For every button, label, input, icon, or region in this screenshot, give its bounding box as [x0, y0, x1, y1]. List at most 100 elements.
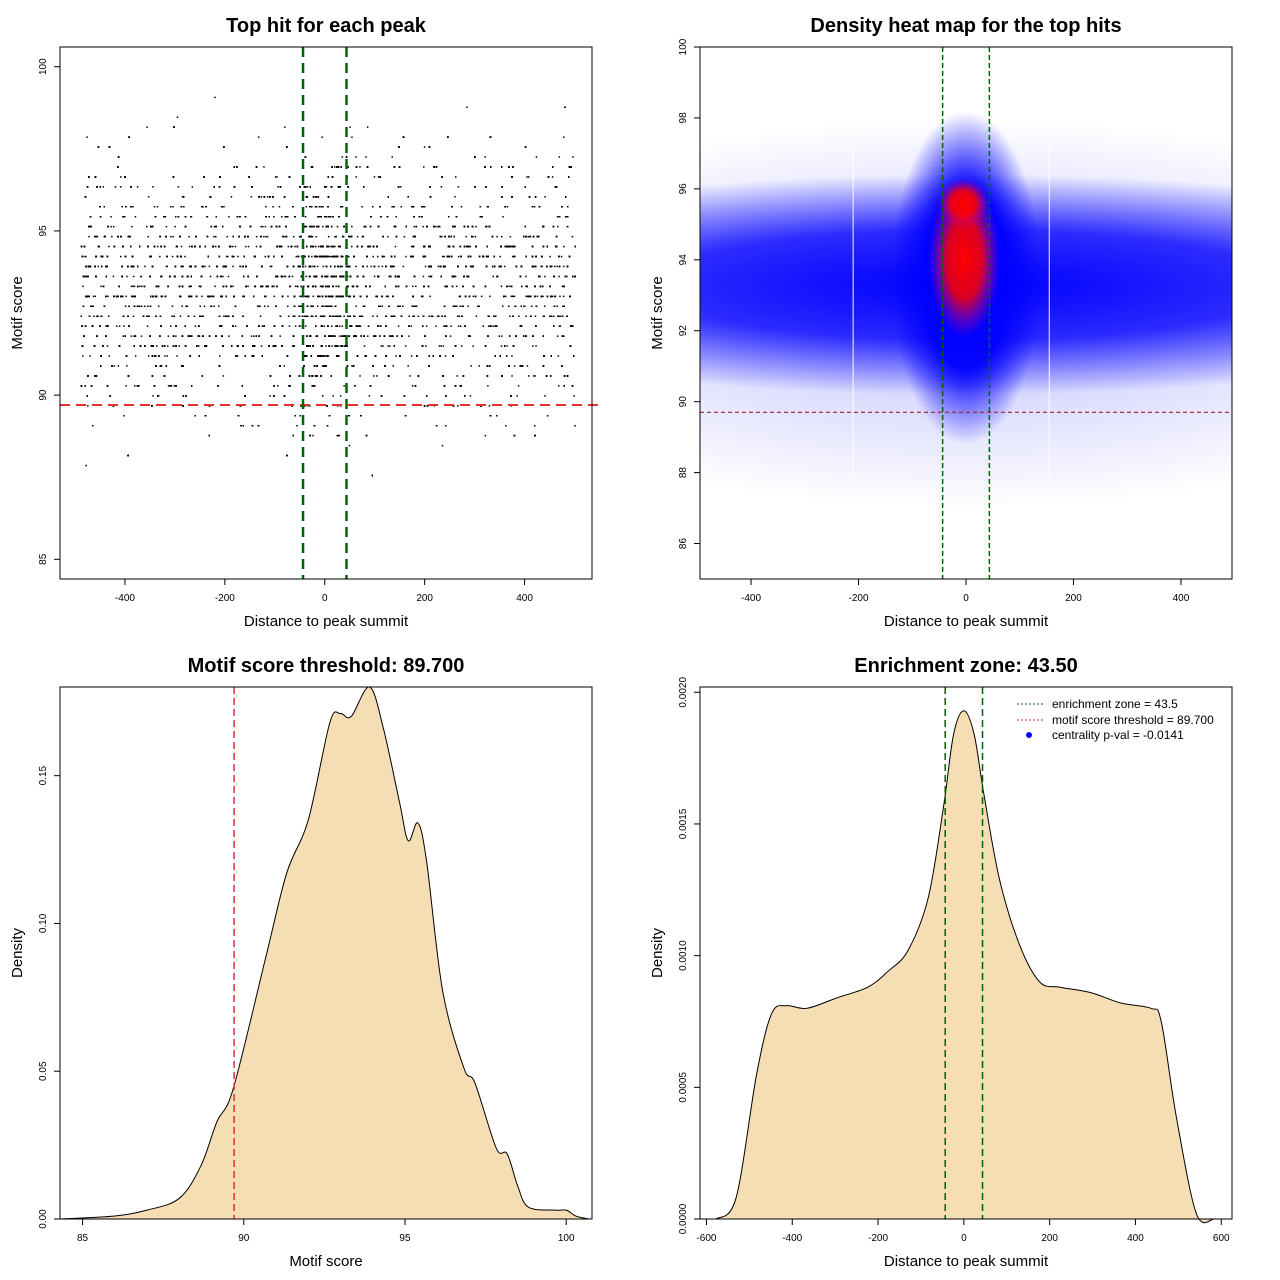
scatter-point — [317, 255, 319, 258]
scatter-point — [110, 216, 112, 218]
scatter-point — [230, 245, 232, 248]
scatter-point — [226, 255, 228, 258]
scatter-point — [525, 275, 527, 278]
scatter-point — [287, 385, 290, 387]
scatter-point — [351, 365, 353, 367]
scatter-point — [94, 295, 97, 298]
scatter-point — [269, 265, 272, 268]
scatter-point — [132, 295, 134, 298]
scatter-point — [139, 285, 141, 288]
scatter-point — [315, 235, 317, 238]
scatter-point — [171, 305, 174, 307]
scatter-point — [544, 196, 546, 198]
scatter-point — [429, 295, 431, 298]
scatter-point — [542, 295, 544, 298]
scatter-point — [335, 285, 337, 288]
scatter-point — [551, 265, 553, 268]
scatter-point — [158, 395, 160, 397]
scatter-point — [152, 186, 154, 188]
scatter-point — [311, 235, 314, 238]
scatter-point — [201, 265, 203, 268]
scatter-point — [324, 275, 326, 278]
scatter-point — [410, 355, 413, 357]
scatter-point — [214, 96, 216, 99]
scatter-point — [408, 335, 410, 337]
scatter-point — [172, 235, 174, 238]
scatter-point — [525, 315, 527, 317]
scatter-point — [489, 295, 491, 298]
scatter-point — [499, 255, 501, 258]
scatter-point — [111, 235, 113, 238]
scatter-point — [138, 305, 140, 307]
scatter-point — [147, 196, 150, 198]
scatter-point — [157, 305, 160, 307]
scatter-point — [332, 255, 334, 258]
scatter-point — [315, 335, 317, 337]
scatter-point — [454, 196, 456, 198]
scatter-point — [423, 146, 426, 148]
scatter-point — [165, 225, 168, 228]
scatter-point — [365, 156, 367, 158]
scatter-point — [85, 255, 87, 258]
scatter-point — [322, 395, 324, 397]
scatter-point — [402, 265, 405, 268]
scatter-point — [335, 325, 337, 327]
scatter-point — [502, 216, 504, 218]
scatter-point — [304, 216, 307, 218]
scatter-point — [296, 425, 298, 427]
scatter-point — [132, 315, 135, 317]
scatter-point — [214, 285, 216, 288]
scatter-point — [331, 345, 333, 347]
scatter-point — [167, 335, 170, 337]
scatter-point — [173, 385, 175, 387]
scatter-point — [86, 136, 88, 138]
scatter-point — [375, 295, 377, 298]
scatter-point — [281, 216, 283, 218]
scatter-point — [356, 235, 359, 238]
scatter-point — [558, 385, 560, 387]
scatter-point — [566, 225, 569, 228]
scatter-point — [228, 335, 230, 337]
scatter-point — [424, 265, 427, 268]
scatter-point — [291, 275, 294, 278]
scatter-point — [373, 275, 376, 278]
scatter-point — [487, 385, 489, 387]
scatter-point — [544, 395, 546, 397]
scatter-point — [304, 265, 307, 268]
scatter-point — [469, 395, 472, 397]
scatter-point — [358, 325, 361, 327]
scatter-point — [392, 365, 394, 367]
scatter-point — [342, 235, 345, 238]
scatter-point — [199, 305, 201, 307]
scatter-point — [339, 345, 341, 347]
scatter-point — [573, 395, 575, 397]
scatter-point — [328, 255, 331, 258]
scatter-point — [161, 295, 164, 298]
scatter-point — [237, 255, 239, 258]
scatter-point — [556, 335, 559, 337]
scatter-point — [505, 295, 507, 298]
scatter-point — [130, 285, 133, 288]
scatter-point — [269, 395, 271, 397]
scatter-point — [204, 265, 206, 268]
scatter-point — [458, 295, 461, 298]
scatter-point — [236, 355, 239, 357]
scatter-point — [259, 305, 261, 307]
scatter-point — [264, 225, 267, 228]
scatter-point — [208, 265, 211, 268]
scatter-point — [203, 305, 206, 307]
scatter-point — [140, 335, 143, 337]
scatter-point — [147, 235, 149, 238]
scatter-point — [441, 235, 443, 238]
scatter-point — [324, 305, 326, 307]
scatter-point — [114, 186, 117, 188]
scatter-point — [332, 395, 334, 397]
scatter-point — [556, 265, 558, 268]
scatter-point — [206, 216, 208, 218]
scatter-point — [425, 325, 428, 327]
scatter-point — [516, 395, 518, 397]
scatter-point — [322, 225, 324, 228]
scatter-point — [239, 265, 241, 268]
scatter-point — [138, 385, 140, 387]
scatter-point — [279, 335, 281, 337]
